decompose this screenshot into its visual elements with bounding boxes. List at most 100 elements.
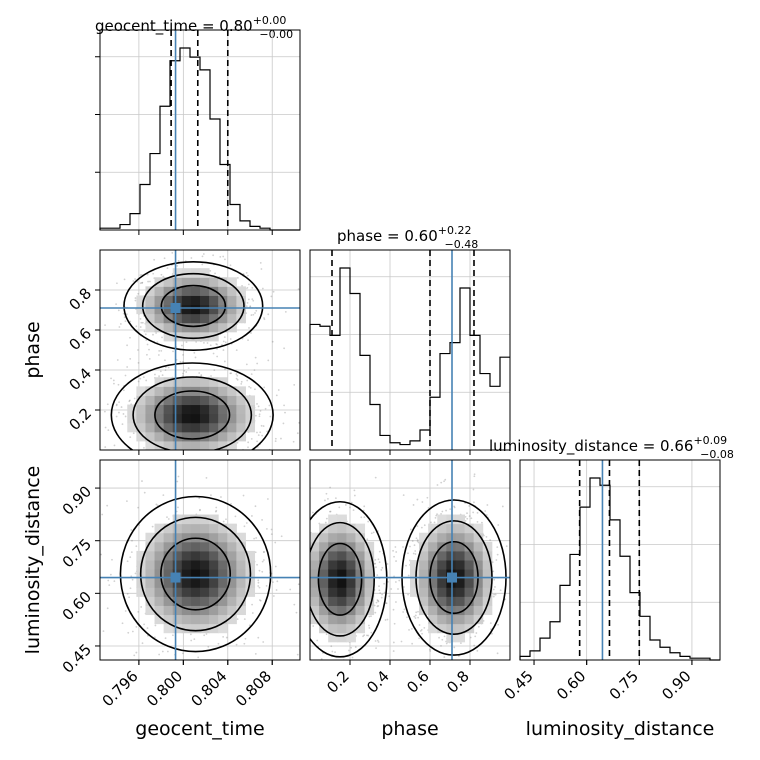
sample-point [415,611,418,614]
density-cell [236,404,246,415]
density-cell [482,587,493,597]
density-cell [154,404,165,415]
y-tick-label: 0.90 [59,482,95,518]
sample-point [215,506,218,509]
density-cell [464,560,475,570]
sample-point [491,632,493,635]
sample-point [490,628,492,631]
density-cell [355,569,366,579]
density-cell [200,286,210,296]
sample-point [115,403,118,406]
sample-point [129,399,131,402]
sample-point [209,344,212,347]
sample-point [363,634,366,637]
density-cell [464,569,475,579]
density-cell [181,578,192,588]
density-cell [190,431,201,442]
density-cell [319,587,329,597]
sample-point [129,336,131,339]
density-cell [310,532,320,543]
density-cell [236,413,246,424]
density-cell [209,304,219,315]
sample-point [374,640,377,642]
density-cell [190,623,201,634]
sample-point [414,553,417,555]
density-cell [154,614,165,625]
density-cell [163,440,174,450]
sample-point [154,624,157,627]
sample-point [353,692,355,694]
density-cell [446,623,456,634]
sample-point [108,457,110,459]
density-cell [209,431,219,442]
density-cell [172,560,183,570]
sample-point [139,282,142,285]
density-cell [236,422,246,433]
sample-point [198,509,201,512]
density-cell [163,523,174,534]
sample-point [156,467,158,469]
density-cell [163,413,174,424]
density-cell [236,304,246,315]
sample-point [410,627,413,630]
contour-line [310,500,388,658]
density-cell [209,440,219,450]
density-cell [209,331,219,342]
sample-point [130,529,133,531]
density-cell [163,422,174,433]
sample-point [386,563,389,565]
sample-point [251,286,254,289]
sample-point [223,454,225,456]
sample-point [345,662,347,664]
density-cell [346,632,356,643]
sample-point [499,589,502,592]
sample-point [360,516,363,519]
density-cell [209,596,219,606]
sample-point [205,633,208,635]
panel-frame [309,249,511,451]
density-cell [163,569,174,579]
density-cell [190,422,201,433]
sample-point [378,561,381,564]
density-cell [172,541,183,552]
sample-point [381,566,384,569]
density-cell [464,578,475,588]
sample-point [297,568,299,570]
density-cell [227,578,237,588]
sample-point [477,625,480,628]
sample-point [139,326,142,328]
density-cell [227,532,237,543]
sample-point [468,515,471,517]
sample-point [153,258,156,261]
density-cell [200,413,210,424]
sample-point [420,629,423,631]
sample-point [385,602,388,605]
sample-point [234,477,236,479]
sample-point [172,634,174,637]
density-cell [172,587,183,597]
sample-point [465,665,467,667]
density-cell [428,623,438,634]
sample-point [449,508,452,511]
sample-point [246,302,249,304]
sample-point [440,644,442,647]
sample-point [230,502,232,505]
truth-marker [447,572,457,583]
sample-point [445,642,448,645]
density-cell [218,523,228,534]
density-cell [181,277,192,287]
density-cell [145,550,156,561]
sample-point [216,355,219,358]
sample-point [214,510,217,513]
sample-point [296,586,298,588]
density-cell [172,596,183,606]
scatter-panel-geocent-time-phase: 0.2 0.4 0.6 0.8 [65,249,301,479]
sample-point [247,298,250,301]
sample-point [146,273,149,276]
sample-point [435,672,437,674]
density-cell [209,560,219,570]
sample-point [294,640,296,642]
sample-point [373,604,376,607]
density-cell [181,532,192,543]
